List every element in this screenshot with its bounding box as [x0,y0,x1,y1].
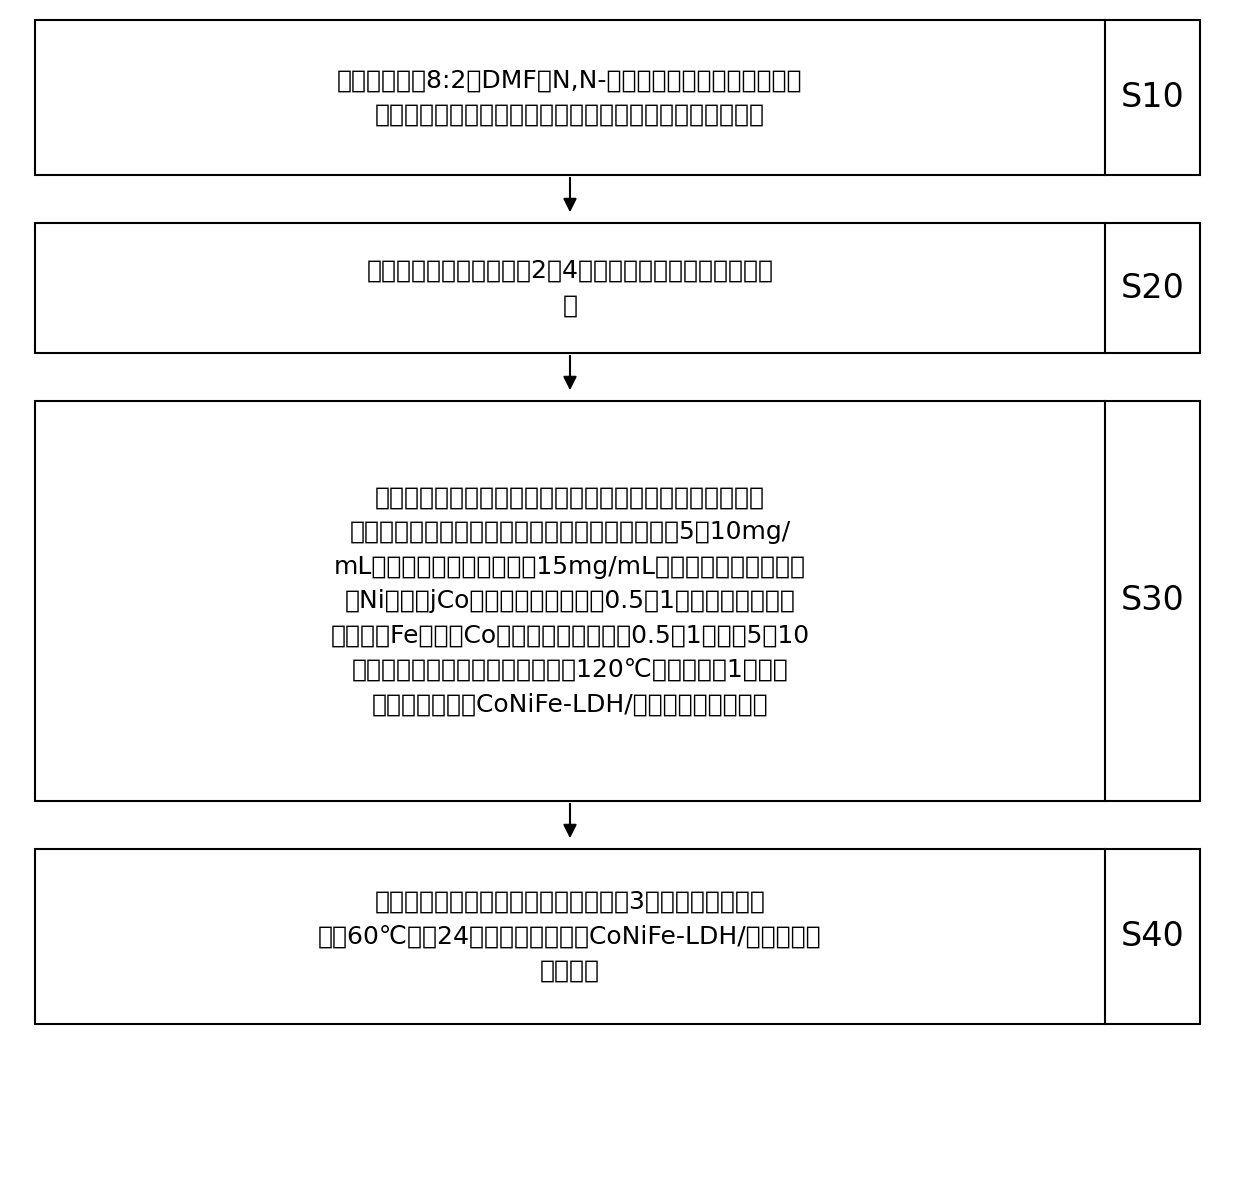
Text: S20: S20 [1121,271,1184,304]
Text: 量取体积比为8:2的DMF（N,N-二甲基甲酰胺）和蒸馏水，混
合后作为混合溶剂，两者体积和作为混合溶剂体积用于计算: 量取体积比为8:2的DMF（N,N-二甲基甲酰胺）和蒸馏水，混 合后作为混合溶剂… [337,68,802,127]
Text: 取出反应物用酒精和水进行离心清洗各3次，清洗后在干燥
箱中60℃干燥24小时，得到干燥的CoNiFe-LDH/多层石墨烯
复合材料: 取出反应物用酒精和水进行离心清洗各3次，清洗后在干燥 箱中60℃干燥24小时，得… [319,891,822,982]
Bar [35,223,1200,353]
Text: 在多层石墨烯混合溶液中加入四水醋酸钴、四水氯化亚铁、
六水氯化镍和无水醋酸钠，无水醋酸钠的添加量为5～10mg/
mL，四水醋酸钴的添加量为15mg/mL，六水: 在多层石墨烯混合溶液中加入四水醋酸钴、四水氯化亚铁、 六水氯化镍和无水醋酸钠，无… [330,485,810,716]
Text: S40: S40 [1121,920,1184,953]
Bar [35,401,1200,801]
Bar [35,20,1200,176]
Text: S30: S30 [1121,584,1184,617]
Text: 加入膨胀石墨，超声震荡2～4小时，得到多层石墨烯混合溶
液: 加入膨胀石墨，超声震荡2～4小时，得到多层石墨烯混合溶 液 [367,259,774,317]
Text: S10: S10 [1121,81,1184,114]
Bar [35,849,1200,1024]
